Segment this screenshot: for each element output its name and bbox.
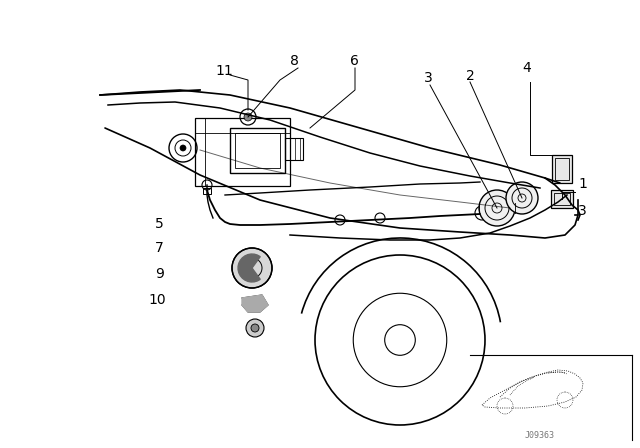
Text: 9: 9 xyxy=(155,267,164,281)
Text: 11: 11 xyxy=(215,64,233,78)
Text: 6: 6 xyxy=(350,54,359,68)
Bar xyxy=(195,118,290,186)
Text: 4: 4 xyxy=(522,61,531,75)
Text: J09363: J09363 xyxy=(525,431,555,440)
Text: 1: 1 xyxy=(578,177,587,191)
Bar xyxy=(551,190,573,208)
Circle shape xyxy=(506,182,538,214)
Text: 3: 3 xyxy=(424,71,433,85)
Bar xyxy=(285,138,303,160)
Text: 5: 5 xyxy=(155,217,164,231)
Bar xyxy=(552,155,572,183)
Bar xyxy=(235,133,280,168)
Circle shape xyxy=(180,145,186,151)
Polygon shape xyxy=(238,254,260,282)
Text: 8: 8 xyxy=(290,54,299,68)
Bar xyxy=(203,188,211,194)
Circle shape xyxy=(251,324,259,332)
Text: 2: 2 xyxy=(466,69,475,83)
Circle shape xyxy=(232,248,272,288)
Bar xyxy=(554,193,570,205)
Text: 3: 3 xyxy=(578,204,587,218)
Polygon shape xyxy=(242,295,268,312)
Text: 7: 7 xyxy=(155,241,164,255)
Circle shape xyxy=(479,190,515,226)
Bar xyxy=(555,158,569,180)
Bar xyxy=(250,302,257,308)
Circle shape xyxy=(246,319,264,337)
Bar xyxy=(230,128,285,173)
Text: 10: 10 xyxy=(148,293,166,307)
Circle shape xyxy=(244,113,252,121)
